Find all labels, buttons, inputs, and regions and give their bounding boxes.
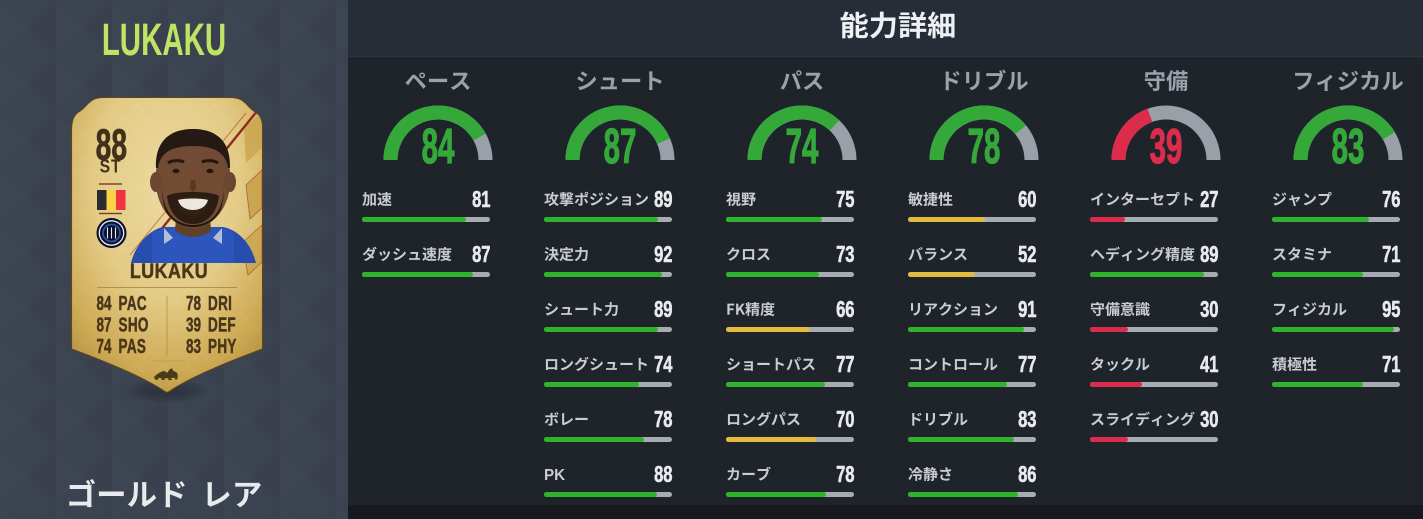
svg-text:87: 87 (96, 314, 111, 336)
svg-text:60: 60 (1018, 187, 1036, 212)
svg-text:PK: PK (544, 467, 566, 484)
svg-text:39: 39 (1150, 118, 1183, 174)
svg-text:87: 87 (472, 242, 490, 267)
svg-text:41: 41 (1200, 352, 1218, 377)
svg-text:88: 88 (96, 120, 127, 169)
svg-text:87: 87 (604, 118, 637, 174)
svg-text:92: 92 (654, 242, 672, 267)
svg-text:SHO: SHO (119, 314, 149, 336)
svg-text:78: 78 (186, 292, 201, 314)
svg-text:77: 77 (836, 352, 854, 377)
svg-text:89: 89 (654, 187, 672, 212)
svg-text:73: 73 (836, 242, 854, 267)
svg-text:ST: ST (100, 155, 122, 177)
svg-text:78: 78 (968, 118, 1001, 174)
svg-text:83: 83 (1018, 407, 1036, 432)
svg-text:71: 71 (1382, 352, 1400, 377)
svg-text:52: 52 (1018, 242, 1036, 267)
svg-text:81: 81 (472, 187, 490, 212)
svg-text:89: 89 (654, 297, 672, 322)
svg-text:74: 74 (786, 118, 819, 174)
svg-text:DEF: DEF (208, 314, 236, 336)
svg-text:66: 66 (836, 297, 854, 322)
svg-text:75: 75 (836, 187, 854, 212)
svg-text:74: 74 (654, 352, 673, 377)
svg-text:83: 83 (1332, 118, 1365, 174)
svg-text:89: 89 (1200, 242, 1218, 267)
svg-text:78: 78 (836, 462, 854, 487)
svg-text:PHY: PHY (208, 335, 237, 357)
svg-text:70: 70 (836, 407, 854, 432)
svg-text:95: 95 (1382, 297, 1400, 322)
svg-text:39: 39 (186, 314, 201, 336)
svg-text:30: 30 (1200, 297, 1218, 322)
svg-text:LUKAKU: LUKAKU (102, 16, 226, 66)
svg-text:76: 76 (1382, 187, 1400, 212)
svg-text:DRI: DRI (208, 292, 232, 314)
svg-text:LUKAKU: LUKAKU (130, 260, 208, 284)
svg-text:91: 91 (1018, 297, 1036, 322)
svg-text:77: 77 (1018, 352, 1036, 377)
svg-text:84: 84 (96, 292, 111, 314)
svg-text:PAC: PAC (119, 292, 147, 314)
svg-text:71: 71 (1382, 242, 1400, 267)
svg-text:88: 88 (654, 462, 672, 487)
svg-text:83: 83 (186, 335, 201, 357)
svg-text:86: 86 (1018, 462, 1036, 487)
svg-text:84: 84 (422, 118, 455, 174)
svg-text:PAS: PAS (119, 335, 147, 357)
svg-text:30: 30 (1200, 407, 1218, 432)
svg-text:27: 27 (1200, 187, 1218, 212)
svg-text:78: 78 (654, 407, 672, 432)
svg-text:74: 74 (96, 335, 111, 357)
